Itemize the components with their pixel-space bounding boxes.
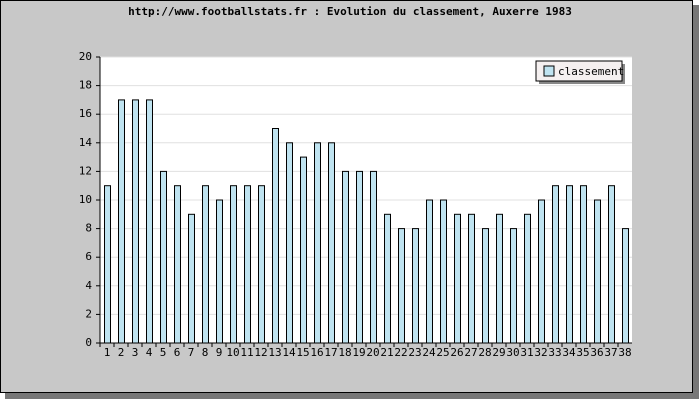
- chart-title: http://www.footballstats.fr : Evolution …: [128, 5, 572, 18]
- bar: [244, 185, 251, 344]
- x-tick-label: 6: [174, 346, 181, 359]
- bar: [202, 185, 209, 344]
- bar: [482, 228, 489, 344]
- bar: [468, 213, 475, 344]
- y-tick-label: 6: [85, 250, 92, 263]
- bar: [160, 170, 167, 344]
- x-tick-label: 12: [254, 346, 267, 359]
- x-tick-label: 26: [450, 346, 463, 359]
- bar: [104, 185, 111, 344]
- y-tick-label: 2: [85, 307, 92, 320]
- x-tick-label: 15: [296, 346, 309, 359]
- bar: [230, 185, 237, 344]
- x-tick-label: 2: [118, 346, 125, 359]
- x-tick-label: 20: [366, 346, 379, 359]
- bar: [510, 228, 517, 344]
- x-tick-label: 17: [324, 346, 337, 359]
- bar: [174, 185, 181, 344]
- bar: [566, 185, 573, 344]
- x-tick-label: 5: [160, 346, 167, 359]
- x-tick-label: 3: [132, 346, 139, 359]
- x-tick-label: 35: [576, 346, 589, 359]
- bar: [258, 185, 265, 344]
- bar: [146, 99, 153, 344]
- bar: [552, 185, 559, 344]
- x-tick-label: 31: [520, 346, 533, 359]
- bar: [398, 228, 405, 344]
- bar: [608, 185, 615, 344]
- x-tick-label: 8: [202, 346, 209, 359]
- y-tick-label: 20: [79, 50, 92, 63]
- x-tick-label: 18: [338, 346, 351, 359]
- bar: [524, 213, 531, 344]
- bar: [132, 99, 139, 344]
- x-tick-label: 28: [478, 346, 491, 359]
- x-tick-label: 13: [268, 346, 281, 359]
- bar: [412, 228, 419, 344]
- x-tick-label: 9: [216, 346, 223, 359]
- bar: [314, 142, 321, 344]
- x-tick-label: 24: [422, 346, 436, 359]
- x-tick-label: 22: [394, 346, 407, 359]
- y-tick-label: 12: [79, 164, 92, 177]
- x-tick-label: 14: [282, 346, 296, 359]
- x-tick-label: 34: [562, 346, 576, 359]
- bar: [300, 156, 307, 344]
- legend-swatch: [543, 65, 555, 77]
- bar: [594, 199, 601, 344]
- x-tick-label: 25: [436, 346, 449, 359]
- bar: [356, 170, 363, 344]
- x-tick-label: 37: [604, 346, 617, 359]
- x-tick-label: 27: [464, 346, 477, 359]
- x-tick-label: 1: [104, 346, 111, 359]
- x-tick-label: 4: [146, 346, 153, 359]
- bar: [370, 170, 377, 344]
- x-tick-label: 21: [380, 346, 393, 359]
- x-tick-label: 32: [534, 346, 547, 359]
- x-tick-label: 38: [618, 346, 631, 359]
- x-tick-label: 11: [240, 346, 253, 359]
- legend: [535, 60, 623, 82]
- bar: [272, 128, 279, 344]
- bar: [118, 99, 125, 344]
- bar: [384, 213, 391, 344]
- y-tick-label: 14: [79, 136, 93, 149]
- y-tick-label: 16: [79, 107, 92, 120]
- y-tick-label: 8: [85, 222, 92, 235]
- bar: [286, 142, 293, 344]
- y-tick-label: 0: [85, 336, 92, 349]
- bar: [496, 213, 503, 344]
- bar: [426, 199, 433, 344]
- x-tick-label: 7: [188, 346, 195, 359]
- x-tick-label: 30: [506, 346, 519, 359]
- bar: [328, 142, 335, 344]
- legend-label: classement: [558, 65, 624, 78]
- bar: [188, 213, 195, 344]
- bar: [440, 199, 447, 344]
- bar: [454, 213, 461, 344]
- x-tick-label: 29: [492, 346, 505, 359]
- bar: [216, 199, 223, 344]
- x-tick-label: 36: [590, 346, 603, 359]
- bar: [580, 185, 587, 344]
- x-tick-label: 10: [226, 346, 239, 359]
- y-tick-label: 18: [79, 79, 92, 92]
- y-tick-label: 4: [85, 279, 92, 292]
- x-tick-label: 33: [548, 346, 561, 359]
- x-tick-label: 16: [310, 346, 323, 359]
- x-tick-label: 19: [352, 346, 365, 359]
- bar: [538, 199, 545, 344]
- x-tick-label: 23: [408, 346, 421, 359]
- bar: [622, 228, 629, 344]
- bar: [342, 170, 349, 344]
- y-tick-label: 10: [79, 193, 92, 206]
